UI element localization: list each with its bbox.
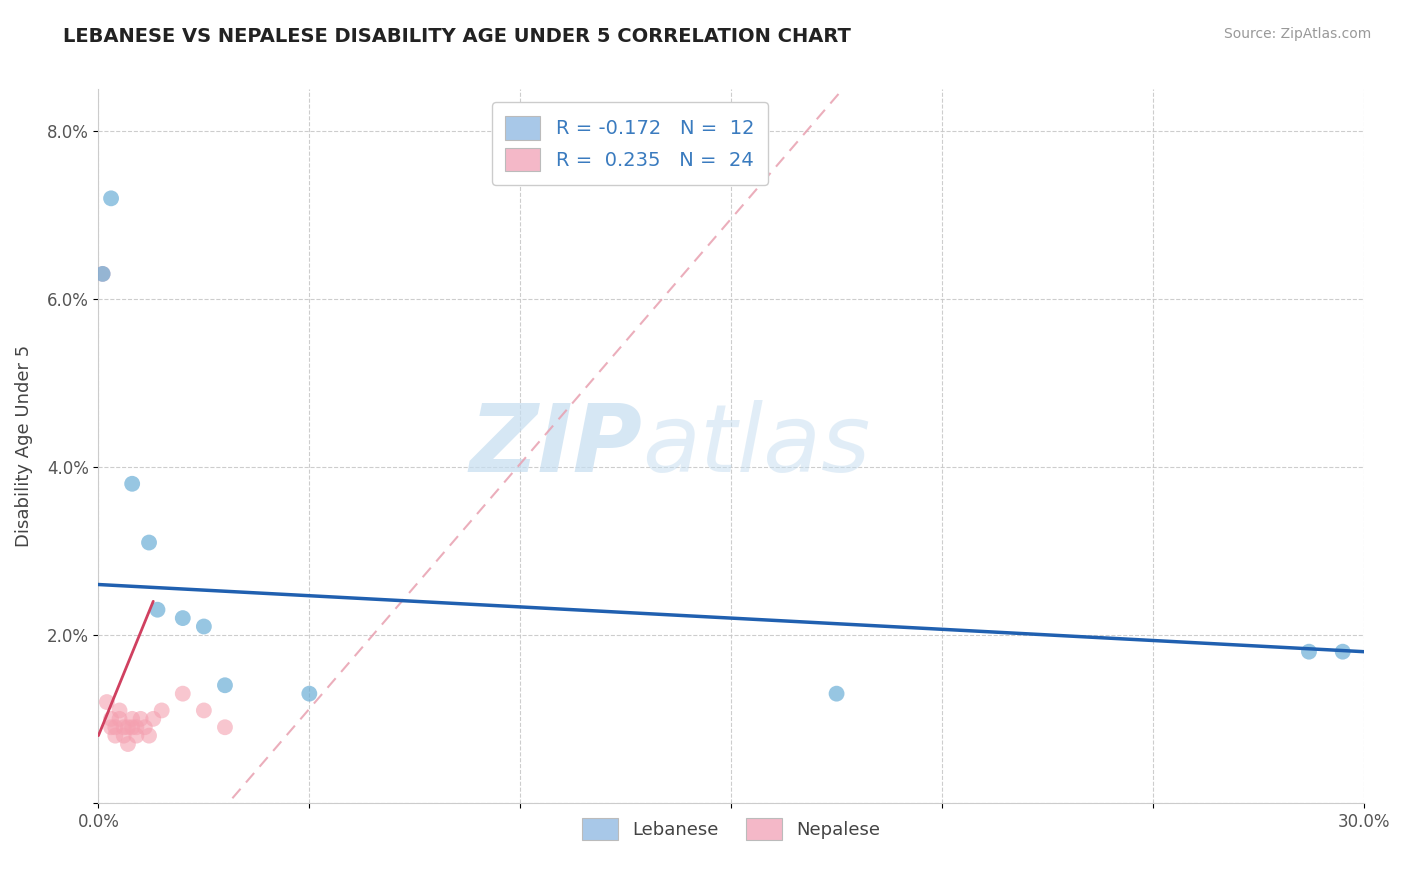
- Point: [298, 687, 321, 701]
- Point: [104, 720, 127, 734]
- Point: [121, 720, 143, 734]
- Point: [100, 712, 122, 726]
- Point: [172, 687, 194, 701]
- Point: [100, 720, 122, 734]
- Point: [1331, 645, 1354, 659]
- Point: [214, 720, 236, 734]
- Point: [146, 603, 169, 617]
- Point: [172, 611, 194, 625]
- Point: [96, 695, 118, 709]
- Point: [91, 267, 114, 281]
- Point: [138, 729, 160, 743]
- Text: LEBANESE VS NEPALESE DISABILITY AGE UNDER 5 CORRELATION CHART: LEBANESE VS NEPALESE DISABILITY AGE UNDE…: [63, 27, 851, 45]
- Text: ZIP: ZIP: [470, 400, 643, 492]
- Point: [121, 712, 143, 726]
- Legend: Lebanese, Nepalese: Lebanese, Nepalese: [575, 811, 887, 847]
- Point: [121, 476, 143, 491]
- Point: [125, 729, 148, 743]
- Point: [134, 720, 156, 734]
- Point: [91, 267, 114, 281]
- Point: [193, 619, 215, 633]
- Point: [1298, 645, 1320, 659]
- Point: [214, 678, 236, 692]
- Point: [117, 720, 139, 734]
- Point: [100, 191, 122, 205]
- Point: [125, 720, 148, 734]
- Point: [142, 712, 165, 726]
- Point: [112, 729, 135, 743]
- Point: [150, 703, 173, 717]
- Point: [108, 712, 131, 726]
- Point: [104, 729, 127, 743]
- Point: [138, 535, 160, 549]
- Point: [193, 703, 215, 717]
- Text: Source: ZipAtlas.com: Source: ZipAtlas.com: [1223, 27, 1371, 41]
- Point: [117, 737, 139, 751]
- Y-axis label: Disability Age Under 5: Disability Age Under 5: [15, 345, 32, 547]
- Point: [825, 687, 848, 701]
- Point: [108, 703, 131, 717]
- Text: atlas: atlas: [643, 401, 870, 491]
- Point: [129, 712, 152, 726]
- Point: [112, 720, 135, 734]
